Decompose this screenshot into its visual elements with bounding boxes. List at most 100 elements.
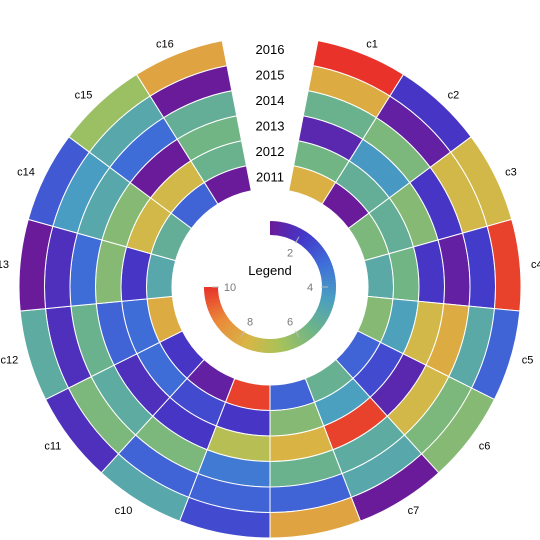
legend-ramp-segment bbox=[280, 222, 288, 237]
legend-ramp-segment bbox=[293, 228, 304, 243]
legend-ramp-segment bbox=[252, 337, 260, 352]
legend-ramp-segment bbox=[286, 224, 295, 239]
legend-ticks: 2 4 6 8 10 bbox=[212, 236, 328, 338]
legend-ramp-segment bbox=[308, 319, 322, 332]
legend-tick-label-2: 2 bbox=[287, 247, 293, 259]
legend-ramp-segment bbox=[214, 315, 228, 326]
legend-ramp-segment bbox=[218, 319, 232, 332]
legend-ramp-segment bbox=[209, 307, 224, 317]
legend-ramp-segment bbox=[220, 321, 234, 334]
legend-ramp-segment bbox=[204, 289, 219, 294]
legend-ramp-segment bbox=[223, 323, 236, 337]
category-label-c14: c14 bbox=[17, 166, 35, 178]
legend-ramp-segment bbox=[208, 305, 223, 314]
legend-ramp-segment bbox=[204, 294, 220, 301]
legend-ramp-segment bbox=[319, 300, 334, 308]
legend-ramp-segment bbox=[239, 333, 249, 348]
legend-ramp-segment bbox=[314, 310, 329, 321]
legend-ramp-segment bbox=[275, 221, 281, 236]
legend-ramp-segment bbox=[312, 248, 326, 259]
heatmap-cell-c16-2016[interactable] bbox=[135, 40, 228, 97]
legend-ramp-segment bbox=[296, 229, 307, 244]
legend-ramp-segment bbox=[278, 221, 285, 237]
legend-ramp-segment bbox=[205, 297, 220, 305]
category-label-c3: c3 bbox=[505, 166, 517, 178]
legend-ramp-segment bbox=[288, 225, 298, 240]
legend-ramp-segment bbox=[320, 295, 336, 302]
legend-ramp-segment bbox=[216, 317, 230, 329]
legend-ramp-segment bbox=[321, 280, 336, 285]
legend-ramp-segment bbox=[318, 263, 333, 272]
heatmap-cell-c13-2012[interactable] bbox=[120, 246, 152, 302]
legend-ramp-segment bbox=[311, 315, 326, 327]
category-label-c16: c16 bbox=[156, 38, 174, 50]
legend-ramp-segment bbox=[315, 254, 330, 264]
category-label-c15: c15 bbox=[75, 89, 93, 101]
category-label-c1: c1 bbox=[366, 38, 378, 50]
legend-ramp-segment bbox=[225, 325, 238, 339]
legend-tick-6 bbox=[295, 330, 300, 338]
legend-ramp-segment bbox=[316, 257, 331, 267]
color-legend: 2 4 6 8 10 Legend bbox=[204, 221, 336, 353]
legend-ramp-segment bbox=[293, 332, 303, 347]
year-label-2014: 2014 bbox=[256, 93, 285, 108]
category-label-c12: c12 bbox=[0, 354, 18, 366]
heatmap-cell-c4-2012[interactable] bbox=[388, 246, 420, 302]
heatmap-cell-c4-2011[interactable] bbox=[363, 253, 394, 300]
legend-ramp-segment bbox=[277, 337, 284, 353]
legend-ramp-segment bbox=[207, 302, 222, 311]
legend-ramp-segment bbox=[306, 240, 320, 253]
legend-tick-label-10: 10 bbox=[224, 282, 236, 294]
legend-ramp-segment bbox=[320, 273, 336, 280]
legend-ramp-segment bbox=[310, 317, 324, 329]
legend-ramp-segment bbox=[308, 242, 322, 255]
legend-tick-label-6: 6 bbox=[287, 317, 293, 329]
legend-ramp-segment bbox=[230, 328, 242, 343]
legend-ramp-segment bbox=[321, 289, 336, 295]
legend-ramp-segment bbox=[295, 330, 306, 345]
legend-tick-label-8: 8 bbox=[247, 317, 253, 329]
legend-ramp-segment bbox=[313, 251, 328, 262]
legend-tick-2 bbox=[295, 236, 300, 244]
legend-ramp-segment bbox=[204, 287, 219, 291]
legend-ramp-segment bbox=[319, 266, 334, 274]
legend-ramp-segment bbox=[283, 223, 291, 238]
legend-ramp-segment bbox=[233, 330, 244, 345]
category-labels: c1c2c3c4c5c6c7c8c9c10c11c12c13c14c15c16 bbox=[0, 38, 540, 540]
category-label-c13: c13 bbox=[0, 259, 9, 271]
legend-ramp-segment bbox=[302, 325, 315, 339]
heatmap-cell-c13-2011[interactable] bbox=[146, 253, 177, 300]
legend-ramp-segment bbox=[262, 338, 268, 353]
legend-ramp-segment bbox=[316, 308, 331, 318]
legend-ramp-segment bbox=[304, 237, 317, 251]
legend-ramp-segment bbox=[236, 331, 247, 346]
legend-ramp-segment bbox=[288, 334, 297, 349]
year-label-2013: 2013 bbox=[256, 118, 285, 133]
legend-ramp-segment bbox=[272, 338, 277, 353]
legend-ramp-segment bbox=[283, 336, 291, 351]
legend-ramp-segment bbox=[245, 335, 254, 350]
legend-ramp-segment bbox=[306, 321, 320, 334]
year-label-2012: 2012 bbox=[256, 144, 285, 159]
legend-ramp-segment bbox=[317, 305, 332, 315]
legend-ramp-segment bbox=[318, 303, 333, 312]
legend-ramp-segment bbox=[285, 335, 294, 350]
legend-ramp-segment bbox=[210, 310, 225, 320]
legend-ramp-segment bbox=[259, 338, 265, 353]
category-label-c5: c5 bbox=[522, 354, 534, 366]
legend-ramp-segment bbox=[321, 292, 336, 298]
legend-ramp-segment bbox=[212, 312, 227, 323]
legend-ramp-segment bbox=[280, 337, 288, 352]
legend-ramp-segment bbox=[298, 231, 310, 246]
category-label-c2: c2 bbox=[448, 89, 460, 101]
heatmap-cells bbox=[18, 40, 522, 539]
legend-ramp-segment bbox=[320, 297, 335, 305]
legend-ramp-segment bbox=[320, 269, 335, 277]
legend-ramp-segment bbox=[255, 337, 262, 353]
category-label-c4: c4 bbox=[531, 259, 540, 271]
legend-ramp-segment bbox=[206, 300, 221, 308]
legend-tick-label-4: 4 bbox=[307, 282, 313, 294]
legend-ramp-segment bbox=[302, 235, 315, 249]
legend-color-ramp bbox=[204, 221, 336, 353]
